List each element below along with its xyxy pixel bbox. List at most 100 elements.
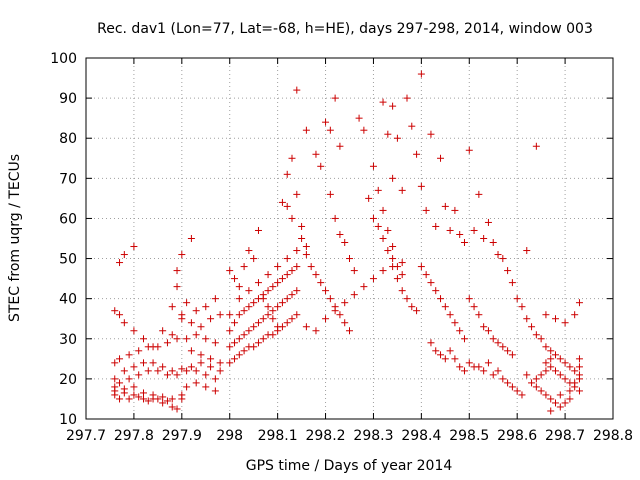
data-point	[216, 359, 224, 367]
data-point	[283, 271, 291, 279]
data-point	[144, 397, 152, 405]
data-point	[484, 327, 492, 335]
data-point	[173, 405, 181, 413]
data-point	[446, 226, 454, 234]
data-point	[120, 367, 128, 375]
data-point	[542, 359, 550, 367]
data-point	[149, 391, 157, 399]
data-point	[465, 146, 473, 154]
data-point	[231, 275, 239, 283]
data-point	[575, 387, 583, 395]
data-point	[192, 367, 200, 375]
data-point	[283, 170, 291, 178]
x-tick-label: 297.7	[66, 428, 106, 444]
data-point	[187, 347, 195, 355]
data-point	[283, 295, 291, 303]
data-point	[254, 339, 262, 347]
data-point	[197, 351, 205, 359]
data-point	[173, 335, 181, 343]
data-point	[341, 319, 349, 327]
data-point	[288, 291, 296, 299]
data-point	[575, 299, 583, 307]
data-point	[283, 319, 291, 327]
data-point	[183, 367, 191, 375]
data-point	[264, 311, 272, 319]
data-point	[552, 315, 560, 323]
data-point	[159, 327, 167, 335]
data-point	[341, 239, 349, 247]
data-point	[116, 395, 124, 403]
data-point	[278, 275, 286, 283]
data-point	[202, 371, 210, 379]
data-point	[168, 303, 176, 311]
data-point	[245, 287, 253, 295]
data-point	[269, 283, 277, 291]
y-axis-label: STEC from uqrg / TECUs	[7, 154, 23, 322]
data-point	[460, 239, 468, 247]
data-point	[403, 295, 411, 303]
data-point	[369, 275, 377, 283]
data-point	[302, 323, 310, 331]
data-point	[312, 327, 320, 335]
data-point	[211, 295, 219, 303]
data-point	[398, 271, 406, 279]
x-axis: 297.7 297.8 297.9 298 298.1 298.2 298.3 298.4 29…	[66, 58, 633, 444]
data-point	[360, 126, 368, 134]
data-point	[513, 387, 521, 395]
data-point	[398, 186, 406, 194]
data-point	[250, 343, 258, 351]
data-point	[116, 311, 124, 319]
data-point	[441, 202, 449, 210]
chart-title: Rec. dav1 (Lon=77, Lat=-68, h=HE), days …	[97, 21, 593, 37]
data-point	[389, 243, 397, 251]
data-point	[139, 395, 147, 403]
data-point	[460, 335, 468, 343]
data-point	[508, 279, 516, 287]
x-tick-label: 298	[216, 428, 243, 444]
y-tick-label: 30	[59, 332, 77, 348]
data-point	[346, 327, 353, 335]
data-point	[465, 359, 473, 367]
data-point	[508, 351, 516, 359]
data-point	[331, 94, 339, 102]
data-point	[183, 299, 191, 307]
data-point	[326, 190, 334, 198]
data-point	[393, 275, 401, 283]
data-point	[207, 355, 215, 363]
data-point	[489, 335, 497, 343]
data-point	[547, 363, 555, 371]
data-point	[489, 371, 497, 379]
data-point	[547, 355, 555, 363]
data-point	[360, 283, 368, 291]
data-point	[417, 263, 425, 271]
data-point	[331, 214, 339, 222]
data-point	[202, 303, 210, 311]
data-point	[432, 347, 440, 355]
data-point	[480, 323, 488, 331]
data-point	[350, 291, 358, 299]
data-point	[197, 359, 205, 367]
data-point	[192, 307, 200, 315]
data-point	[561, 319, 569, 327]
data-point	[116, 259, 124, 267]
data-point	[422, 206, 430, 214]
data-point	[269, 315, 277, 323]
data-point	[355, 114, 363, 122]
data-point	[331, 307, 339, 315]
y-tick-label: 80	[59, 131, 77, 147]
data-point	[254, 319, 262, 327]
data-point	[532, 331, 540, 339]
data-point	[235, 335, 243, 343]
data-point	[456, 363, 464, 371]
data-point	[168, 403, 176, 411]
data-point	[441, 303, 449, 311]
data-point	[293, 287, 301, 295]
data-point	[350, 267, 358, 275]
y-tick-label: 90	[59, 91, 77, 107]
data-point	[451, 355, 459, 363]
data-point	[278, 299, 286, 307]
x-tick-label: 298.6	[497, 428, 537, 444]
x-tick-label: 298.1	[258, 428, 298, 444]
data-point	[532, 383, 540, 391]
data-point	[154, 367, 162, 375]
